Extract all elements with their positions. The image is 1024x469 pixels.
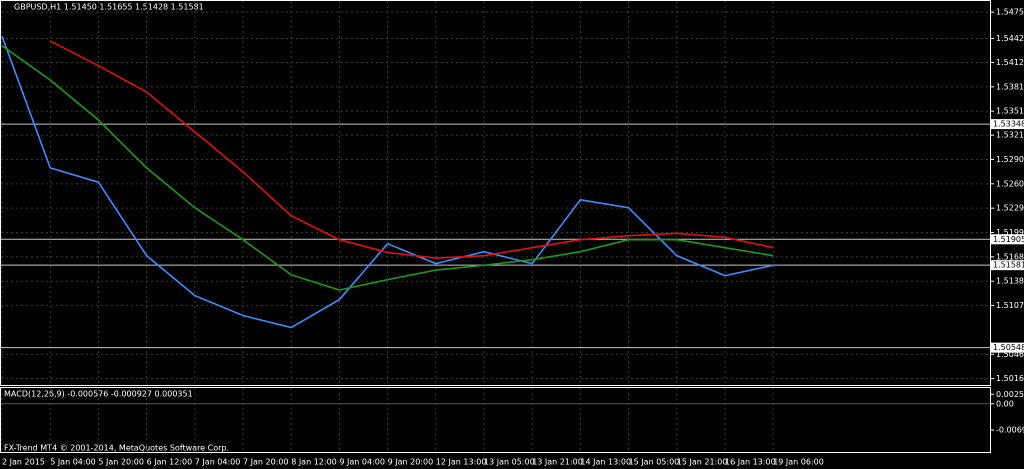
y-tick-label: 1.50465 (996, 350, 1024, 359)
x-tick-label: 15 Jan 21:00 (677, 458, 728, 467)
x-tick-label: 13 Jan 05:00 (484, 458, 535, 467)
x-tick-label: 7 Jan 20:00 (243, 458, 289, 467)
y-tick-label: 1.53210 (996, 131, 1024, 140)
x-tick-label: 2 Jan 2015 (2, 458, 45, 467)
y-tick-label: 1.51990 (996, 228, 1024, 237)
y-tick-label: 1.52295 (996, 204, 1024, 213)
price-level-label: 1.51581 (993, 261, 1024, 270)
y-tick-label: 1.52600 (996, 179, 1024, 188)
x-tick-label: 5 Jan 20:00 (98, 458, 144, 467)
y-tick-label: 1.51685 (996, 252, 1024, 261)
series-line (1, 45, 774, 291)
x-tick-label: 7 Jan 04:00 (195, 458, 241, 467)
price-level-label: 1.51905 (993, 235, 1024, 244)
x-tick-label: 19 Jan 06:00 (773, 458, 824, 467)
y-tick-label: 1.54750 (996, 8, 1024, 17)
y-tick-label: 1.54120 (996, 58, 1024, 67)
chart-title: GBPUSD,H1 1.51450 1.51655 1.51428 1.5158… (14, 3, 204, 12)
x-tick-label: 9 Jan 04:00 (339, 458, 385, 467)
price-level-box (991, 234, 1024, 245)
x-tick-label: 15 Jan 05:00 (629, 458, 680, 467)
price-level-label: 1.53348 (993, 120, 1024, 129)
y-tick-label: 1.54420 (996, 34, 1024, 43)
x-tick-label: 16 Jan 13:00 (725, 458, 776, 467)
y-tick-label: 1.53510 (996, 107, 1024, 116)
y-tick-label: 0.00 (996, 399, 1014, 408)
price-level-box (991, 342, 1024, 353)
x-tick-label: 5 Jan 04:00 (50, 458, 96, 467)
series-line (1, 35, 774, 329)
x-tick-label: 6 Jan 12:00 (147, 458, 193, 467)
y-tick-label: 1.51077 (996, 301, 1024, 310)
x-tick-label: 8 Jan 12:00 (291, 458, 337, 467)
x-tick-label: 13 Jan 21:00 (532, 458, 583, 467)
price-level-box (991, 260, 1024, 271)
macd-panel (0, 387, 991, 453)
x-tick-label: 12 Jan 13:00 (436, 458, 487, 467)
price-panel (0, 0, 991, 386)
price-level-box (991, 119, 1024, 130)
y-tick-label: 1.52905 (996, 155, 1024, 164)
series-line (49, 40, 774, 259)
y-tick-label: 1.53815 (996, 82, 1024, 91)
y-tick-label: 1.51380 (996, 277, 1024, 286)
footer: FX-Trend MT4 © 2001-2014, MetaQuotes Sof… (4, 444, 229, 453)
y-tick-label: -0.006955 (996, 425, 1024, 434)
y-tick-label: 0.002535 (996, 390, 1024, 399)
price-level-label: 1.50548 (993, 343, 1024, 352)
x-tick-label: 14 Jan 13:00 (580, 458, 631, 467)
x-tick-label: 9 Jan 20:00 (388, 458, 434, 467)
